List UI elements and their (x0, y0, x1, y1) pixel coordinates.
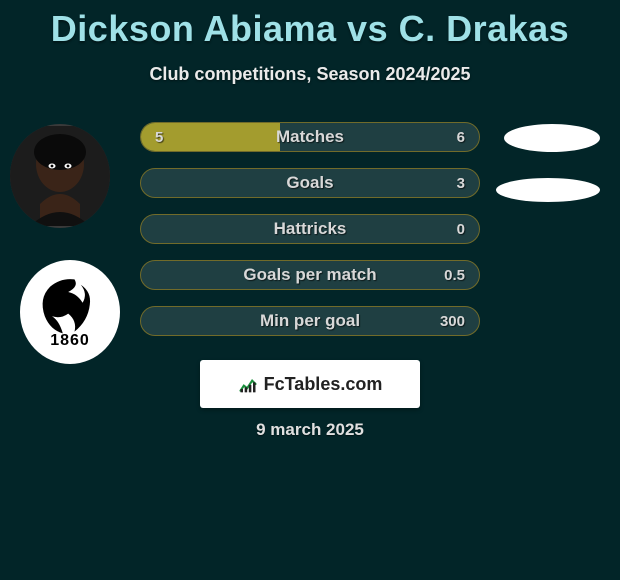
page-title: Dickson Abiama vs C. Drakas (0, 0, 620, 50)
club-badge-year: 1860 (20, 332, 120, 350)
subtitle: Club competitions, Season 2024/2025 (0, 64, 620, 85)
date-text: 9 march 2025 (0, 420, 620, 440)
player-right-placeholder (504, 124, 600, 152)
stat-label: Min per goal (141, 307, 479, 335)
stat-row: Goals3 (140, 168, 480, 198)
brand-text: FcTables.com (264, 374, 383, 395)
player-right-placeholder (496, 178, 600, 202)
stat-value-right: 3 (457, 169, 465, 197)
brand-badge[interactable]: FcTables.com (200, 360, 420, 408)
stat-fill-left (141, 123, 280, 151)
person-icon (10, 124, 110, 228)
stat-label: Hattricks (141, 215, 479, 243)
stat-label: Goals per match (141, 261, 479, 289)
player-left-avatar (10, 124, 110, 228)
stat-label: Goals (141, 169, 479, 197)
stat-row: 5Matches6 (140, 122, 480, 152)
chart-icon (238, 374, 258, 394)
stat-value-right: 0 (457, 215, 465, 243)
stat-row: Min per goal300 (140, 306, 480, 336)
stat-value-right: 300 (440, 307, 465, 335)
stat-row: Goals per match0.5 (140, 260, 480, 290)
stat-value-right: 6 (457, 123, 465, 151)
player-left-club-badge: 1860 (20, 260, 120, 364)
stat-value-right: 0.5 (444, 261, 465, 289)
stats-panel: 5Matches6 Goals3 Hattricks0 Goals per match… (140, 122, 480, 352)
stat-row: Hattricks0 (140, 214, 480, 244)
